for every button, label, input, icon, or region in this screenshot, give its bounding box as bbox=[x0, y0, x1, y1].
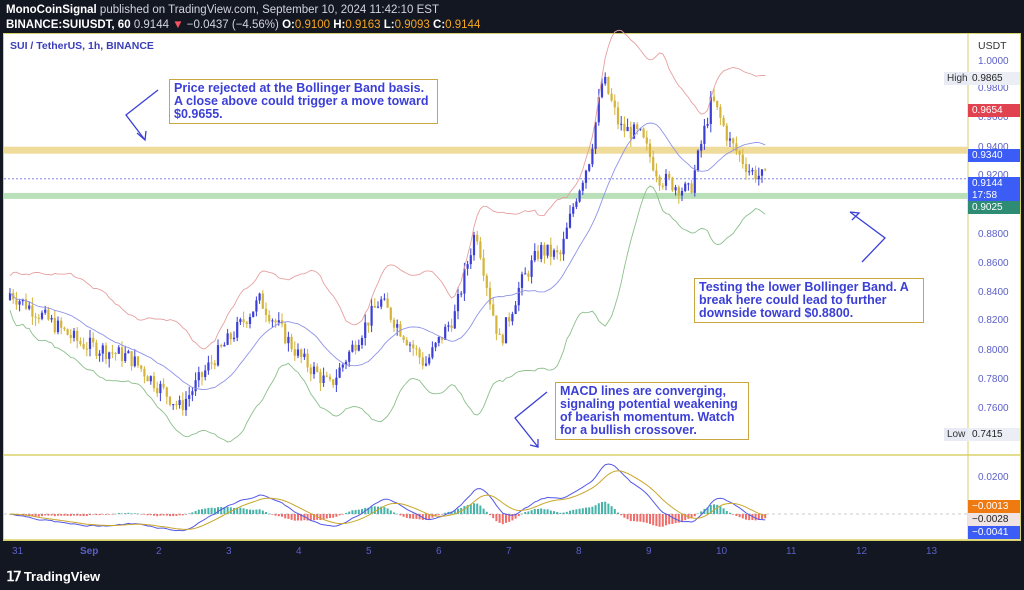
time-tick: 3 bbox=[226, 546, 232, 557]
currency-label[interactable]: USDT bbox=[978, 40, 1007, 52]
price-tick: 0.8800 bbox=[978, 229, 1009, 240]
annotation-bb-basis[interactable]: Price rejected at the Bollinger Band bas… bbox=[169, 79, 438, 124]
price-tick: 1.0000 bbox=[978, 56, 1009, 67]
macd-histogram-badge: −0.0028 bbox=[968, 513, 1020, 526]
time-tick: 4 bbox=[296, 546, 302, 557]
high-label: H: bbox=[333, 19, 346, 31]
tradingview-logo-icon: 𝟣𝟩 bbox=[6, 568, 22, 584]
price-tick: 0.7600 bbox=[978, 403, 1009, 414]
red-price-badge: 0.9654 bbox=[968, 104, 1020, 117]
published-text: published on TradingView.com, September … bbox=[99, 4, 439, 16]
price-tick: 0.8600 bbox=[978, 258, 1009, 269]
low-label: L: bbox=[383, 19, 395, 31]
time-tick: 8 bbox=[576, 546, 582, 557]
price-tick: 0.9800 bbox=[978, 83, 1009, 94]
time-tick: 13 bbox=[926, 546, 938, 557]
bb-basis-line bbox=[9, 122, 766, 391]
resistance-level-badge: 0.9340 bbox=[968, 149, 1020, 162]
price-tick: 0.9400 bbox=[978, 142, 1009, 153]
support-level-badge: 0.9025 bbox=[968, 201, 1020, 214]
annotation-lower-bb[interactable]: Testing the lower Bollinger Band. A brea… bbox=[694, 278, 924, 323]
time-tick: Sep bbox=[80, 546, 99, 557]
price-tick: 0.8400 bbox=[978, 287, 1009, 298]
macd-signal-line bbox=[9, 470, 766, 530]
macd-axis-tick: 0.0200 bbox=[978, 472, 1009, 483]
low-value: 0.9093 bbox=[394, 19, 430, 31]
last-price: 0.9144 bbox=[133, 19, 169, 31]
bar-countdown: 17:58 bbox=[968, 189, 1020, 202]
price-tick: 0.9200 bbox=[978, 170, 1009, 181]
price-tick: 0.9600 bbox=[978, 112, 1009, 123]
bb-lower-line bbox=[9, 185, 766, 443]
time-tick: 12 bbox=[856, 546, 868, 557]
resistance-zone bbox=[4, 146, 968, 154]
macd-signal-badge: −0.0013 bbox=[968, 500, 1020, 513]
time-tick: 11 bbox=[786, 546, 797, 557]
time-tick: 7 bbox=[506, 546, 512, 557]
macd-line bbox=[9, 463, 766, 532]
price-tick: 0.7800 bbox=[978, 374, 1009, 385]
close-label: C: bbox=[433, 19, 446, 31]
macd-line-badge: −0.0041 bbox=[968, 526, 1020, 539]
price-change: −0.0437 (−4.56%) bbox=[186, 19, 279, 31]
symbol-line: BINANCE:SUIUSDT, 60 bbox=[6, 19, 131, 31]
high-value: 0.9163 bbox=[345, 19, 381, 31]
high-value-tag: 0.9865 bbox=[968, 72, 1020, 85]
time-tick: 5 bbox=[366, 546, 372, 557]
low-tag-label: Low bbox=[944, 428, 969, 441]
time-tick: 2 bbox=[156, 546, 162, 557]
price-tick: 0.8200 bbox=[978, 315, 1009, 326]
price-tick: 0.8000 bbox=[978, 345, 1009, 356]
time-tick: 31 bbox=[12, 546, 24, 557]
open-label: O: bbox=[282, 19, 295, 31]
current-price-badge: 0.9144 bbox=[968, 177, 1020, 190]
support-zone bbox=[4, 192, 968, 199]
time-tick: 6 bbox=[436, 546, 442, 557]
tradingview-logo[interactable]: 𝟣𝟩 TradingView bbox=[6, 568, 100, 585]
low-value-tag: 0.7415 bbox=[968, 428, 1020, 441]
annotation-macd[interactable]: MACD lines are converging, signaling pot… bbox=[555, 382, 749, 440]
chart-header: MonoCoinSignal published on TradingView.… bbox=[6, 3, 480, 33]
close-value: 0.9144 bbox=[445, 19, 481, 31]
open-value: 0.9100 bbox=[294, 19, 331, 31]
down-arrow-icon: ▼ bbox=[172, 19, 184, 31]
high-tag-label: High bbox=[944, 72, 971, 85]
bb-upper-line bbox=[9, 29, 766, 350]
time-tick: 10 bbox=[716, 546, 728, 557]
publisher-name[interactable]: MonoCoinSignal bbox=[6, 4, 97, 16]
time-tick: 9 bbox=[646, 546, 652, 557]
symbol-title: SUI / TetherUS, 1h, BINANCE bbox=[10, 40, 154, 52]
brand-name: TradingView bbox=[23, 569, 101, 584]
